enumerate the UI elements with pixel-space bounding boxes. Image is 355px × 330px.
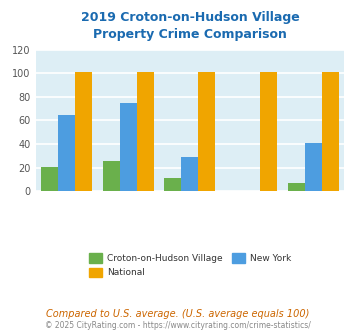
Bar (198, 72, 215, 191)
Bar (322, 72, 339, 191)
Bar (137, 72, 154, 191)
Text: © 2025 CityRating.com - https://www.cityrating.com/crime-statistics/: © 2025 CityRating.com - https://www.city… (45, 321, 310, 330)
Bar (103, 161, 120, 191)
Legend: Croton-on-Hudson Village, National, New York: Croton-on-Hudson Village, National, New … (85, 250, 295, 281)
Bar (41, 167, 58, 191)
Bar (75, 72, 92, 191)
Title: 2019 Croton-on-Hudson Village
Property Crime Comparison: 2019 Croton-on-Hudson Village Property C… (81, 12, 299, 41)
Bar (164, 179, 181, 191)
Bar (58, 115, 75, 191)
Bar (288, 183, 305, 191)
Bar (181, 157, 198, 191)
Text: Compared to U.S. average. (U.S. average equals 100): Compared to U.S. average. (U.S. average … (46, 309, 309, 319)
Bar (305, 143, 322, 191)
Bar (260, 72, 277, 191)
Bar (120, 103, 137, 191)
